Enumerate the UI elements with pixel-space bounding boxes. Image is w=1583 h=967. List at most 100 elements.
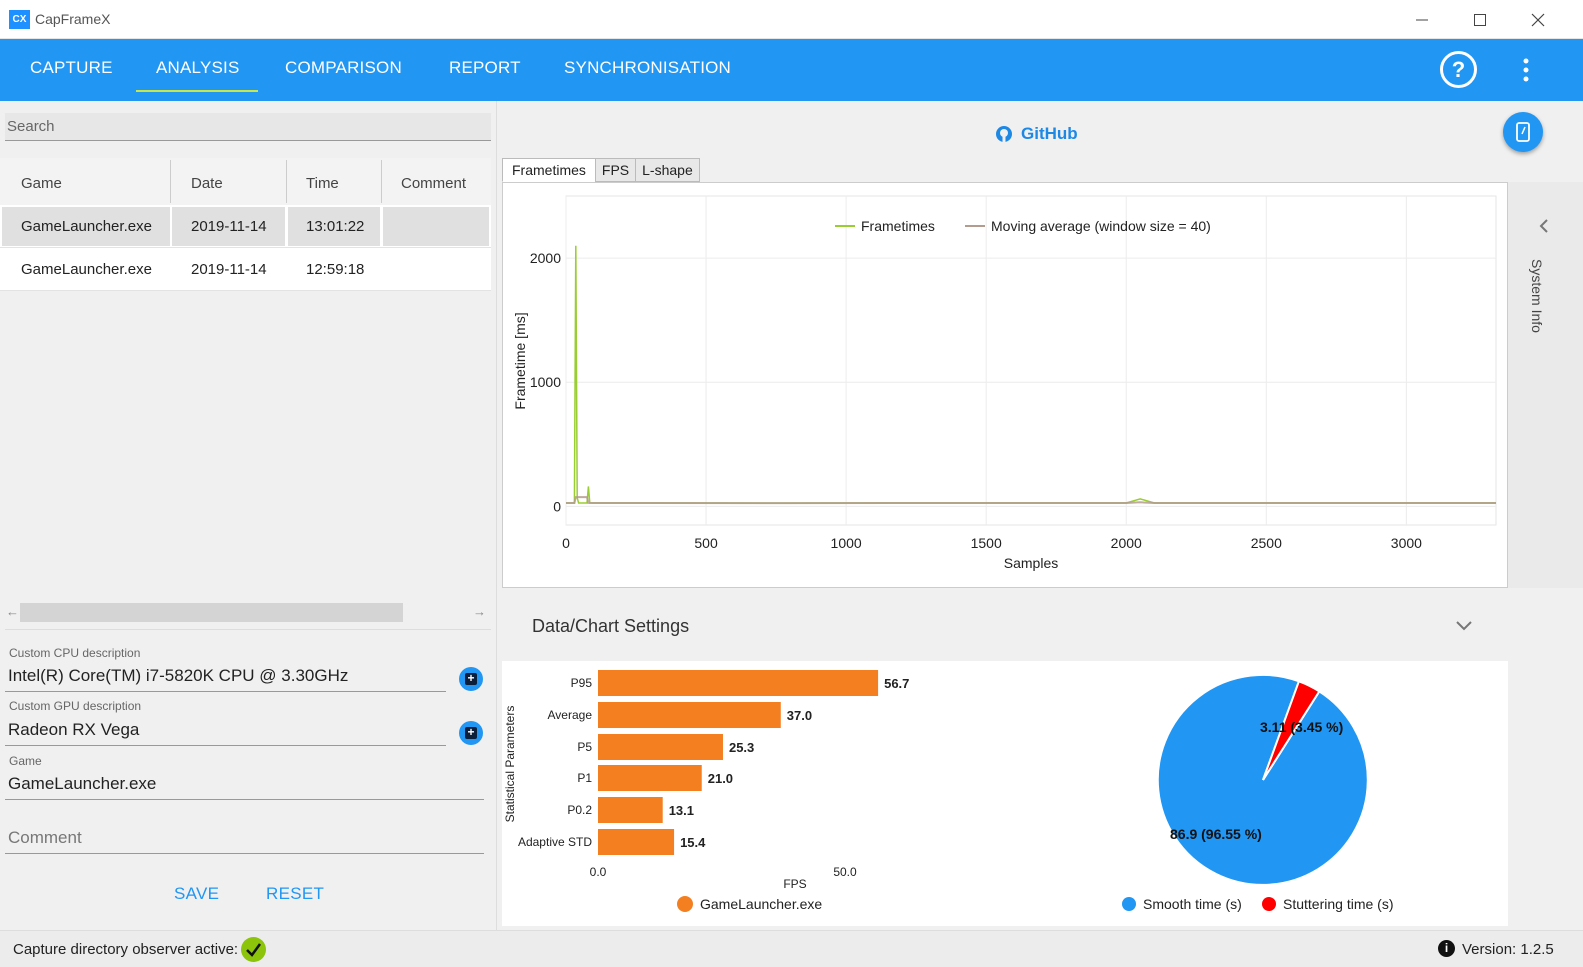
- app-title: CapFrameX: [35, 11, 111, 27]
- save-button[interactable]: SAVE: [174, 884, 220, 903]
- minimize-icon: [1416, 19, 1428, 20]
- minimize-button[interactable]: [1393, 0, 1451, 39]
- cell-date: 2019-11-14: [191, 261, 267, 278]
- info-icon[interactable]: i: [1438, 940, 1455, 957]
- chart-settings-label: Data/Chart Settings: [532, 616, 690, 636]
- legend-entry: Smooth time (s): [1143, 896, 1242, 912]
- github-link[interactable]: GitHub: [995, 124, 1078, 144]
- legend-entry: Moving average (window size = 40): [991, 218, 1211, 234]
- horizontal-scrollbar[interactable]: ← →: [0, 603, 491, 623]
- bar-category-label: P95: [571, 676, 593, 690]
- version-text: Version: 1.2.5: [1462, 941, 1554, 958]
- maximize-button[interactable]: [1451, 0, 1509, 39]
- tab-comparison[interactable]: COMPARISON: [285, 58, 402, 77]
- tab-lshape[interactable]: L-shape: [635, 158, 700, 182]
- x-tick-label: 2000: [1111, 535, 1142, 551]
- table-row[interactable]: GameLauncher.exe 2019-11-14 12:59:18: [0, 248, 491, 291]
- y-tick-label: 0: [553, 498, 561, 514]
- main-nav: CAPTURE ANALYSIS COMPARISON REPORT SYNCH…: [0, 39, 1583, 101]
- scrollbar-thumb[interactable]: [20, 603, 403, 622]
- bar-value-label: 56.7: [884, 676, 909, 691]
- tab-capture[interactable]: CAPTURE: [30, 58, 113, 77]
- col-header-comment[interactable]: Comment: [401, 175, 467, 192]
- pie-slice-label: 86.9 (96.55 %): [1170, 826, 1262, 842]
- status-bar: Capture directory observer active: i Ver…: [0, 930, 1583, 967]
- game-field[interactable]: GameLauncher.exe: [8, 774, 157, 793]
- chevron-left-icon[interactable]: [1538, 218, 1550, 234]
- plus-icon: +: [465, 672, 477, 685]
- reset-button[interactable]: RESET: [266, 884, 325, 903]
- cell-game: GameLauncher.exe: [21, 218, 152, 235]
- legend-swatch: [1122, 897, 1136, 911]
- bar: [598, 734, 723, 760]
- cpu-description-field[interactable]: Intel(R) Core(TM) i7-5820K CPU @ 3.30GHz: [8, 666, 349, 685]
- screenshot-button[interactable]: [1503, 112, 1543, 152]
- app-logo: CX: [9, 10, 30, 29]
- tab-synchronisation[interactable]: SYNCHRONISATION: [564, 58, 732, 77]
- x-tick-label: 1000: [831, 535, 862, 551]
- x-axis-label: FPS: [783, 877, 806, 891]
- comment-field[interactable]: Comment: [8, 828, 82, 847]
- table-header: Game Date Time Comment: [0, 158, 491, 205]
- gpu-description-field[interactable]: Radeon RX Vega: [8, 720, 140, 739]
- records-table: Game Date Time Comment GameLauncher.exe …: [0, 158, 491, 291]
- scroll-left-icon[interactable]: ←: [6, 604, 19, 619]
- add-gpu-button[interactable]: +: [459, 721, 483, 745]
- legend-entry: Frametimes: [861, 218, 935, 234]
- bar-category-label: P1: [577, 771, 592, 785]
- tab-fps[interactable]: FPS: [594, 158, 637, 182]
- bar-value-label: 25.3: [729, 740, 754, 755]
- search-input[interactable]: Search: [5, 113, 491, 141]
- bar-value-label: 37.0: [787, 708, 812, 723]
- bar: [598, 765, 702, 791]
- frametimes-chart[interactable]: 0 500 1000 1500 2000 2500 3000 0 1000 2000 Samples…: [503, 183, 1507, 587]
- legend-swatch: [677, 896, 693, 912]
- cell-time: 12:59:18: [306, 261, 365, 278]
- bar-category-label: Average: [548, 708, 593, 722]
- x-axis-label: Samples: [1004, 555, 1058, 571]
- github-label: GitHub: [1021, 124, 1078, 143]
- system-info-sidebar[interactable]: [1508, 182, 1583, 588]
- help-icon[interactable]: ?: [1440, 51, 1477, 88]
- col-header-time[interactable]: Time: [306, 175, 339, 192]
- col-header-date[interactable]: Date: [191, 175, 223, 192]
- cell-game: GameLauncher.exe: [21, 261, 152, 278]
- col-header-game[interactable]: Game: [21, 175, 62, 192]
- observer-status-text: Capture directory observer active:: [13, 941, 239, 958]
- legend-entry: GameLauncher.exe: [700, 896, 822, 912]
- maximize-icon: [1474, 13, 1486, 26]
- statistics-bar-chart[interactable]: P95 56.7 Average 37.0 P5 25.3 P1 21.0 P0.2 13.1 Ad…: [502, 661, 982, 926]
- stuttering-pie-chart[interactable]: 3.11 (3.45 %) 86.9 (96.55 %) Smooth time (…: [1002, 661, 1502, 926]
- system-info-label[interactable]: System Info: [1529, 259, 1545, 333]
- title-bar: CX CapFrameX: [0, 0, 1583, 39]
- bar-value-label: 21.0: [708, 771, 733, 786]
- game-label: Game: [9, 754, 42, 768]
- plus-icon: +: [465, 726, 477, 739]
- tab-analysis[interactable]: ANALYSIS: [136, 58, 257, 92]
- bar: [598, 702, 781, 728]
- y-axis-label: Statistical Parameters: [503, 706, 517, 823]
- chart-tabs: Frametimes FPS L-shape: [502, 158, 700, 182]
- x-tick-label: 2500: [1251, 535, 1282, 551]
- y-tick-label: 1000: [530, 374, 561, 390]
- scroll-right-icon[interactable]: →: [473, 604, 486, 619]
- x-tick-label: 0.0: [590, 865, 607, 879]
- bar-category-label: P5: [577, 740, 592, 754]
- tab-report[interactable]: REPORT: [449, 58, 521, 77]
- add-cpu-button[interactable]: +: [459, 667, 483, 691]
- chart-settings-header[interactable]: Data/Chart Settings: [502, 588, 1508, 656]
- check-icon: [241, 937, 266, 962]
- pie-slice-label: 3.11 (3.45 %): [1260, 719, 1343, 735]
- close-button[interactable]: [1509, 0, 1567, 39]
- tab-frametimes[interactable]: Frametimes: [502, 158, 596, 182]
- series-line-frametimes: [566, 245, 1496, 504]
- bar: [598, 670, 879, 696]
- x-tick-label: 0: [562, 535, 570, 551]
- chevron-down-icon[interactable]: [1455, 620, 1473, 632]
- cell-time: 13:01:22: [306, 218, 365, 235]
- github-icon: [996, 126, 1012, 142]
- x-tick-label: 3000: [1391, 535, 1422, 551]
- gpu-description-label: Custom GPU description: [9, 699, 142, 713]
- table-row[interactable]: GameLauncher.exe 2019-11-14 13:01:22: [0, 205, 491, 248]
- more-options-icon[interactable]: [1516, 55, 1536, 85]
